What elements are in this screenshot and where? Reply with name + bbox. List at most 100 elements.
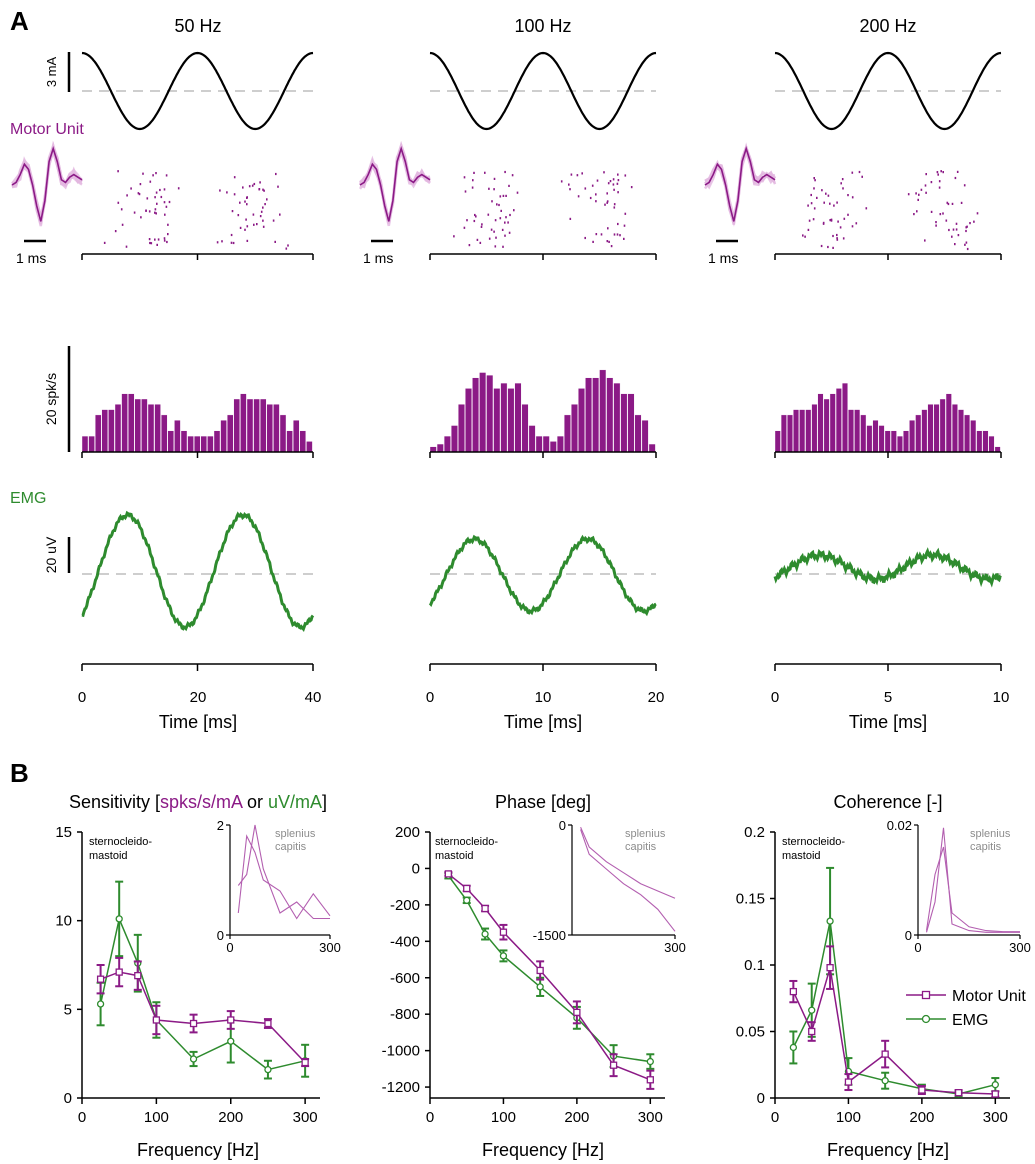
stimulus-sine-wave-200hz [774,51,1002,131]
x-tick-label: 300 [983,1109,1008,1126]
inset-y-tick-label: 2 [217,818,224,833]
y-tick-label: -200 [390,897,420,914]
psth-bar [479,372,487,453]
raster-spike [221,240,223,243]
psth-bar [147,404,155,453]
psth-bar [634,414,642,453]
raster-spike [808,219,811,222]
data-point-circle [646,1057,654,1066]
raster-spike [262,188,264,191]
raster-spike [624,212,627,215]
time-tick-label: 5 [884,689,892,706]
raster-spike [505,216,507,219]
raster-spike [935,224,937,227]
raster-spike [830,218,833,221]
data-point-square [134,971,142,980]
psth-bar [500,382,508,453]
raster-spike [130,187,132,190]
y-tick-label: 5 [64,1001,72,1018]
psth-bar [299,430,306,453]
xlabel-coherence: Frequency [Hz] [827,1140,949,1160]
raster-spike [925,173,927,176]
raster-spike [501,228,504,231]
legend-marker-square [921,990,931,1000]
raster-spike [832,246,834,249]
raster-spike [472,179,474,182]
raster-spike [473,219,476,223]
inset-y-tick-label: 0 [559,818,566,833]
raster-spike [499,217,502,220]
psth-bar [903,430,909,453]
raster-spike [596,179,599,182]
raster-spike [913,213,915,216]
raster-spike [246,203,248,206]
psth-bar [213,430,221,453]
raster-spike [942,212,944,215]
raster-spike [581,172,583,175]
psth-bar [915,414,922,453]
psth-bar [627,393,635,453]
raster-spike [609,180,612,183]
raster-spike [165,174,168,177]
raster-spike [606,240,609,243]
raster-spike [925,191,927,194]
series-line-emg [447,875,651,1063]
raster-spike [595,200,597,203]
time-tick-label: 0 [426,689,434,706]
coherence-legend: Motor Unit EMG [906,988,1026,1029]
inset-series-line [925,827,1020,933]
raster-spike [918,193,920,196]
sensitivity-title-mu-unit: spks/s/mA [160,792,243,812]
data-point-square [115,968,123,976]
inset-label-sensitivity: splenius capitis [275,828,316,853]
raster-spike [837,220,839,223]
raster-spike [137,192,140,195]
raster-spike [617,191,619,194]
raster-spike [142,172,144,175]
psth-bar [246,398,254,453]
y-tick-label: -400 [390,933,420,950]
raster-spike [957,234,960,237]
raster-spike [812,218,815,221]
psth-bar [260,398,267,453]
raster-spike [256,223,258,226]
raster-spike [453,235,455,238]
psth-bar [787,414,793,453]
raster-spike [272,219,275,222]
inset-series-line [580,829,676,932]
raster-spike [103,241,106,244]
psth-bar [578,388,585,453]
time-tick-label: 40 [305,689,322,706]
legend-marker-circle [921,1014,931,1024]
y-tick-label: 200 [395,824,420,841]
title-50hz: 50 Hz [174,16,221,36]
data-point-square [826,964,834,972]
psth-bar [890,430,897,453]
y-tick-label: 10 [55,913,72,930]
raster-spike [264,203,266,206]
data-point-circle [264,1065,272,1074]
raster-spike [591,184,594,187]
raster-spike [823,201,825,204]
raster-spike [612,178,615,181]
raster-spike [126,194,128,197]
raster-spike [155,212,157,215]
raster-spike [807,228,810,231]
raster-spike [258,188,261,191]
data-point-square [444,870,453,878]
psth-bar [620,393,628,453]
raster-spike [504,234,506,237]
psth-bar [535,435,543,453]
sensitivity-title-part: ] [322,792,327,812]
inset-x-tick-label: 0 [226,940,233,955]
y-tick-label: -600 [390,970,420,987]
psth-bar [585,377,593,453]
y-tick-label: 0.1 [744,957,765,974]
raster-spike [157,238,160,241]
psth-bar [951,404,958,453]
raster-spike [851,196,854,199]
raster-spike [245,218,247,221]
raster-spike [163,201,166,204]
raster-spike [239,226,242,229]
